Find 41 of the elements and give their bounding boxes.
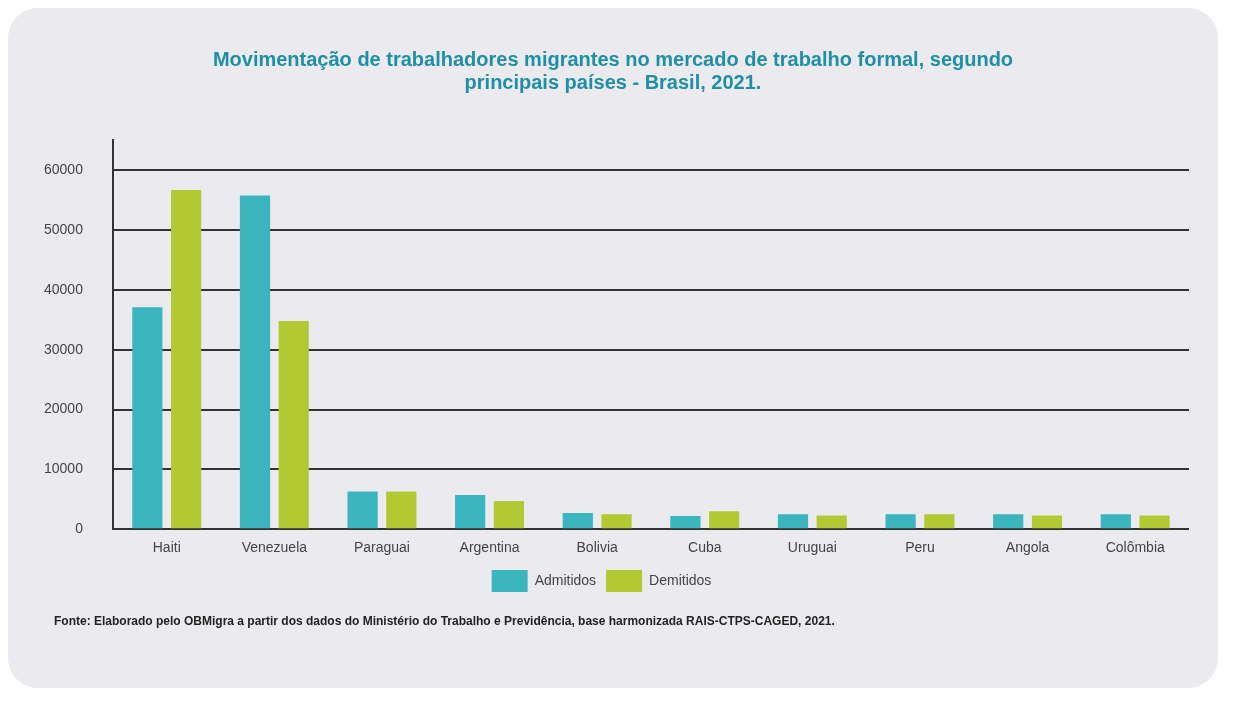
bar [132, 307, 163, 529]
x-tick-label: Venezuela [241, 539, 308, 556]
bar [709, 511, 740, 529]
bar [1031, 515, 1063, 529]
bar [924, 514, 955, 529]
y-tick-label: 10000 [43, 460, 84, 477]
bar [993, 514, 1024, 529]
bar [777, 514, 809, 529]
bar [601, 514, 632, 529]
bar [1139, 515, 1170, 529]
y-tick-label: 50000 [43, 220, 84, 237]
x-tick-label: Colômbia [1105, 539, 1165, 556]
bar [816, 515, 847, 529]
legend-label: Demitidos [649, 571, 712, 588]
x-tick-label: Angola [1005, 539, 1050, 556]
y-tick-label: 0 [75, 520, 84, 537]
x-tick-label: Cuba [688, 539, 722, 556]
x-tick-label: Haiti [152, 539, 181, 556]
bar [1100, 514, 1131, 529]
bar [171, 190, 202, 529]
chart-title: Movimentação de trabalhadores migrantes no mercado de trabalho formal, segundo principais países - Brasil, 2021. [211, 48, 1015, 94]
y-tick-label: 20000 [43, 400, 84, 417]
x-tick-label: Bolivia [576, 539, 618, 556]
bar [493, 501, 525, 529]
x-tick-label: Uruguai [787, 539, 837, 556]
legend-label: Admitidos [534, 571, 597, 588]
bar [455, 495, 486, 529]
source-note: Fonte: Elaborado pelo OBMigra a partir dos dados do Ministério do Trabalho e Previdência, base harmonizada RAIS-CTPS-CAGED, 2021. [54, 614, 836, 628]
bar [239, 195, 271, 529]
bar [670, 516, 701, 529]
bar [278, 321, 309, 529]
y-tick-label: 60000 [43, 161, 84, 178]
y-tick-label: 30000 [43, 340, 84, 357]
bar [885, 514, 916, 529]
y-tick-label: 40000 [43, 280, 84, 297]
bar [347, 491, 378, 529]
bar [562, 513, 593, 529]
bar [386, 491, 417, 529]
x-tick-label: Peru [905, 539, 935, 556]
x-tick-label: Argentina [459, 539, 520, 556]
x-tick-label: Paraguai [353, 539, 410, 556]
